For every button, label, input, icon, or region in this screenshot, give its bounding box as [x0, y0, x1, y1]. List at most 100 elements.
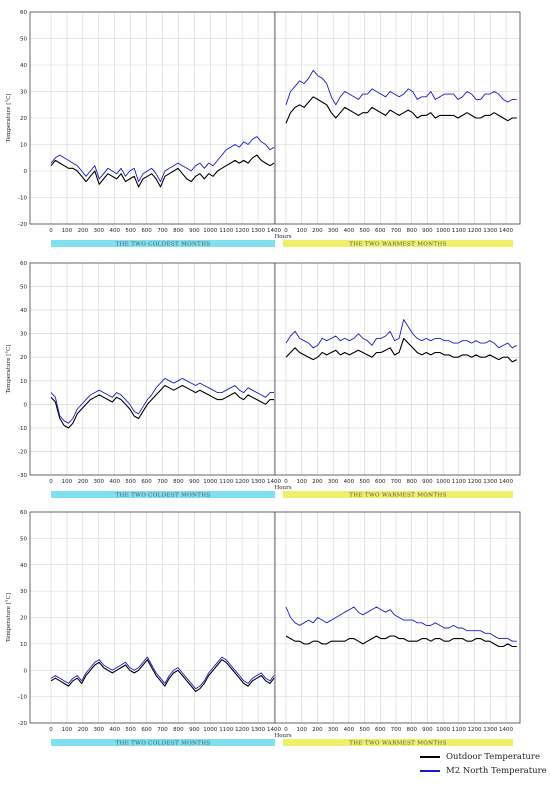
y-tick-label: -10 [18, 695, 27, 701]
y-tick-label: -10 [18, 426, 27, 432]
x-tick-label: 700 [157, 228, 168, 234]
y-tick-label: -10 [18, 196, 27, 202]
series-line-m2-north-cold [50, 136, 275, 183]
x-tick-label: 900 [189, 479, 200, 485]
x-tick-label: 700 [391, 727, 402, 733]
segment-band [51, 240, 275, 247]
x-tick-label: 0 [49, 479, 53, 485]
x-tick-label: 100 [296, 228, 307, 234]
segment-label: THE TWO COLDEST MONTHS [115, 741, 210, 747]
x-tick-label: 1000 [203, 228, 217, 234]
x-tick-label: 200 [312, 228, 323, 234]
x-tick-label: 1100 [452, 228, 466, 234]
x-tick-label: 1100 [219, 228, 233, 234]
x-tick-label: 900 [422, 479, 433, 485]
x-tick-label: 300 [94, 727, 105, 733]
y-tick-label: 20 [20, 116, 27, 122]
x-tick-label: 500 [125, 727, 136, 733]
x-tick-label: 300 [328, 479, 339, 485]
x-tick-label: 1400 [267, 479, 281, 485]
legend-label-outdoor: Outdoor Temperature [446, 752, 540, 762]
series-line-outdoor-warm [285, 635, 517, 648]
x-tick-label: 700 [391, 228, 402, 234]
series-line-outdoor-cold [50, 154, 275, 188]
x-tick-label: 600 [375, 479, 386, 485]
x-tick-label: 0 [284, 479, 288, 485]
x-tick-label: 700 [157, 727, 168, 733]
x-tick-label: 1400 [499, 479, 513, 485]
y-tick-label: 10 [20, 642, 27, 648]
x-tick-label: 300 [328, 727, 339, 733]
x-tick-label: 800 [406, 479, 417, 485]
x-tick-label: 500 [359, 727, 370, 733]
legend: Outdoor Temperature M2 North Temperature [420, 750, 550, 778]
x-tick-label: 300 [94, 228, 105, 234]
x-tick-label: 300 [328, 228, 339, 234]
x-tick-label: 400 [344, 228, 355, 234]
y-tick-label: 30 [20, 90, 27, 96]
x-tick-label: 200 [78, 479, 89, 485]
x-tick-label: 900 [189, 228, 200, 234]
segment-band [283, 491, 513, 498]
x-tick-label: 900 [422, 228, 433, 234]
segment-band [51, 491, 275, 498]
x-tick-label: 100 [296, 479, 307, 485]
x-axis-title: Hours [274, 234, 291, 240]
segment-label: THE TWO WARMEST MONTHS [349, 741, 446, 747]
x-tick-label: 700 [391, 479, 402, 485]
segment-band [283, 739, 513, 746]
y-tick-label: 50 [20, 37, 27, 43]
x-tick-label: 1100 [452, 479, 466, 485]
x-tick-label: 900 [189, 727, 200, 733]
x-tick-label: 600 [375, 228, 386, 234]
x-tick-label: 200 [78, 727, 89, 733]
legend-item-outdoor: Outdoor Temperature [420, 750, 550, 764]
y-tick-label: 40 [20, 563, 27, 569]
series-line-outdoor-cold [50, 384, 274, 429]
x-tick-label: 500 [359, 228, 370, 234]
y-tick-label: 60 [20, 261, 27, 267]
y-tick-label: -20 [18, 449, 27, 455]
x-tick-label: 1400 [267, 727, 281, 733]
x-tick-label: 0 [284, 727, 288, 733]
x-tick-label: 400 [109, 228, 120, 234]
x-tick-label: 1000 [436, 228, 450, 234]
x-tick-label: 400 [344, 727, 355, 733]
x-tick-label: 1300 [483, 479, 497, 485]
x-tick-label: 1200 [235, 727, 249, 733]
x-tick-label: 0 [49, 727, 53, 733]
x-tick-label: 1200 [235, 479, 249, 485]
x-tick-label: 500 [125, 228, 136, 234]
y-tick-label: 30 [20, 589, 27, 595]
series-line-m2-north-warm [285, 319, 518, 349]
segment-band [51, 739, 275, 746]
x-tick-label: 200 [312, 479, 323, 485]
segment-label: THE TWO WARMEST MONTHS [349, 242, 446, 248]
y-tick-label: 10 [20, 143, 27, 149]
y-tick-label: 10 [20, 379, 27, 385]
x-tick-label: 1000 [203, 727, 217, 733]
x-tick-label: 1200 [468, 228, 482, 234]
x-tick-label: 900 [422, 727, 433, 733]
x-tick-label: 700 [157, 479, 168, 485]
segment-band [283, 240, 513, 247]
x-tick-label: 1400 [267, 228, 281, 234]
segment-label: THE TWO COLDEST MONTHS [115, 493, 210, 499]
x-tick-label: 500 [125, 479, 136, 485]
x-tick-label: 200 [312, 727, 323, 733]
x-tick-label: 1300 [483, 727, 497, 733]
x-tick-label: 800 [406, 228, 417, 234]
x-tick-label: 500 [359, 479, 370, 485]
series-line-outdoor-warm [285, 337, 518, 363]
y-tick-label: 30 [20, 332, 27, 338]
y-tick-label: 50 [20, 536, 27, 542]
x-tick-label: 600 [375, 727, 386, 733]
x-tick-label: 400 [109, 727, 120, 733]
x-tick-label: 1200 [468, 479, 482, 485]
y-tick-label: 60 [20, 10, 27, 16]
series-line-m2-north-cold [50, 656, 275, 690]
